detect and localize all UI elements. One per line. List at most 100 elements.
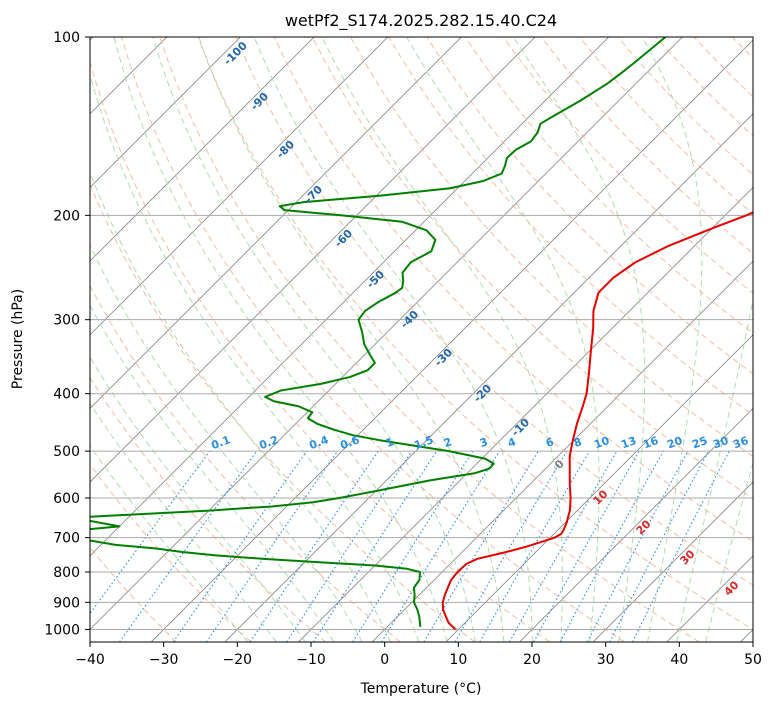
moist-adiabat-line xyxy=(512,37,646,642)
mixing-ratio-line xyxy=(172,450,308,642)
mixing-ratio-label: 1 xyxy=(384,435,396,450)
isotherm-line xyxy=(90,37,536,483)
x-tick-label: −10 xyxy=(296,652,326,668)
dry-adiabat-line xyxy=(90,463,252,642)
isopleth-labels: -100-90-80-70-60-50-40-30-20-100.1 0.2 0.4… xyxy=(209,39,750,599)
isotherm-line xyxy=(371,260,753,642)
chart-title: wetPf2_S174.2025.282.15.40.C24 xyxy=(285,11,557,31)
moist-adiabat-line xyxy=(152,37,476,642)
moist-adiabat-line xyxy=(90,444,249,642)
dry-adiabat-line xyxy=(90,376,326,642)
data-series xyxy=(90,37,753,631)
y-tick-label: 400 xyxy=(53,387,80,403)
isotherm-label: -60 xyxy=(332,227,355,250)
isotherm-line xyxy=(90,37,315,262)
isotherm-label: -100 xyxy=(221,39,250,68)
mixing-ratio-line xyxy=(286,450,413,642)
isotherm-label: -20 xyxy=(471,382,494,405)
moist-adiabat-line xyxy=(113,37,448,642)
isotherm-label: -40 xyxy=(398,308,421,331)
isotherm-line xyxy=(224,113,753,642)
temperature-line xyxy=(441,211,753,631)
mixing-ratio-label: 0.4 xyxy=(307,433,330,452)
isotherm-line xyxy=(592,481,753,642)
isotherm-line xyxy=(90,37,683,631)
axes: −40 −30 −20 −10 0 10 20 30 40 5010020030040050060… xyxy=(44,30,762,668)
dry-adiabat-line xyxy=(655,37,753,137)
mixing-ratio-line xyxy=(423,450,539,642)
x-tick-label: 0 xyxy=(380,652,389,668)
moist-adiabat-line xyxy=(705,461,753,642)
dry-adiabat-line xyxy=(311,37,753,500)
x-tick-label: 50 xyxy=(744,652,762,668)
x-tick-label: −30 xyxy=(149,652,179,668)
isotherm-line xyxy=(90,37,241,189)
mixing-ratio-line xyxy=(90,450,211,615)
mixing-ratio-label: 36 xyxy=(731,434,750,452)
dry-adiabat-line xyxy=(273,37,753,543)
y-tick-label: 600 xyxy=(53,491,80,507)
y-tick-label: 700 xyxy=(53,531,80,547)
dry-adiabat-line xyxy=(90,60,551,642)
isotherm-line xyxy=(519,407,753,642)
y-tick-label: 300 xyxy=(53,313,80,329)
isotherm-label: -80 xyxy=(274,138,297,161)
mixing-ratio-label: 0.1 xyxy=(209,433,232,452)
mixing-ratio-line xyxy=(249,450,379,642)
mixing-ratio-line xyxy=(381,450,500,642)
mixing-ratio-label: 3 xyxy=(478,435,490,450)
mixing-ratio-label: 13 xyxy=(619,434,638,451)
mixing-ratio-label: 20 xyxy=(665,434,684,452)
mixing-ratio-label: 1.5 xyxy=(412,433,435,452)
moist-adiabat-line xyxy=(321,37,563,642)
moist-adiabat-line xyxy=(90,72,420,642)
moist-adiabat-line xyxy=(90,171,391,642)
mixing-ratio-line xyxy=(205,450,338,642)
dry-adiabat-line xyxy=(770,37,775,642)
isotherm-line xyxy=(90,37,462,410)
isotherm-line xyxy=(740,628,753,642)
plot-frame xyxy=(89,36,754,643)
x-axis-title: Temperature (°C) xyxy=(360,681,482,697)
x-tick-label: 40 xyxy=(670,652,688,668)
mixing-ratio-line xyxy=(586,450,689,642)
mixing-ratio-label: 25 xyxy=(690,434,709,451)
isotherm-label: -50 xyxy=(364,268,387,291)
x-tick-label: −40 xyxy=(75,652,105,668)
mixing-ratio-line xyxy=(559,450,664,642)
x-tick-label: −20 xyxy=(223,652,253,668)
moist-adiabat-line xyxy=(641,37,703,642)
moist-adiabat-line xyxy=(253,37,533,642)
dry-adiabat-line xyxy=(540,37,753,254)
moist-adiabat-line xyxy=(90,356,306,642)
isotherm-line xyxy=(90,37,389,336)
y-tick-label: 100 xyxy=(53,30,80,46)
mixing-ratio-label: 6 xyxy=(544,435,556,450)
y-tick-label: 800 xyxy=(53,565,80,581)
dry-adiabat-line xyxy=(90,182,476,642)
mixing-ratio-label: 2 xyxy=(442,435,454,450)
x-tick-label: 10 xyxy=(449,652,467,668)
mixing-ratio-line xyxy=(533,450,640,642)
isotherm-label: -90 xyxy=(248,90,271,113)
moist-adiabat-line xyxy=(406,37,600,642)
moist-adiabat-line xyxy=(676,296,753,642)
moist-adiabat-label: 30 xyxy=(678,547,698,567)
dewpoint-line xyxy=(90,37,667,627)
dry-adiabat-line xyxy=(197,37,753,631)
y-tick-label: 1000 xyxy=(44,622,80,638)
moist-adiabat-line xyxy=(198,37,505,642)
moist-adiabat-line xyxy=(90,304,335,642)
dry-adiabat-line xyxy=(121,37,625,642)
mixing-ratio-label: 4 xyxy=(506,435,518,450)
dry-adiabat-line xyxy=(159,37,700,642)
dry-adiabat-line xyxy=(617,37,753,176)
dry-adiabat-line xyxy=(235,37,753,586)
mixing-ratio-line xyxy=(509,450,618,642)
mixing-ratio-line xyxy=(632,450,730,642)
dry-adiabat-line xyxy=(502,37,753,294)
mixing-ratio-label: 8 xyxy=(572,435,584,450)
y-tick-label: 900 xyxy=(53,595,80,611)
mixing-ratio-label: 30 xyxy=(711,434,730,452)
